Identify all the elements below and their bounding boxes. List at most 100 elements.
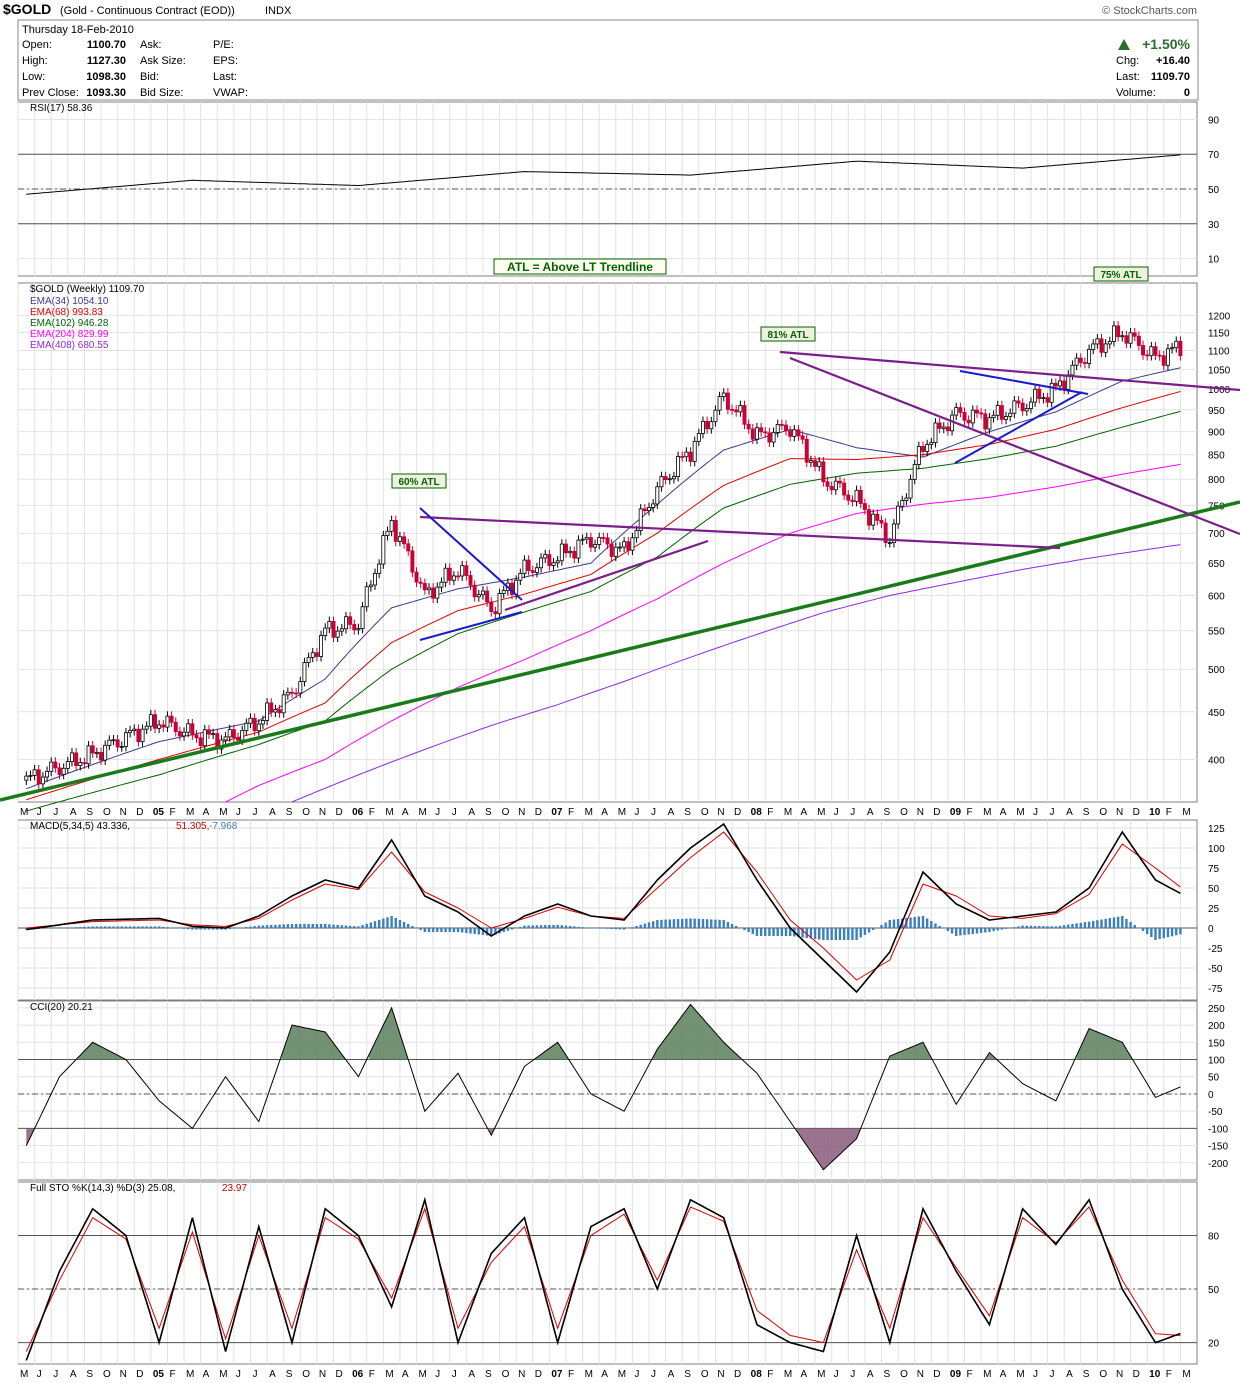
macd-hist-bar <box>282 924 285 928</box>
macd-hist-bar <box>436 928 439 932</box>
price-xtick-label: A <box>468 807 475 818</box>
candle-body <box>617 546 622 549</box>
macd-hist-bar <box>913 917 916 928</box>
sto-xtick-label: S <box>86 1369 93 1380</box>
chg-label: Chg: <box>1116 55 1139 67</box>
high-label: High: <box>22 55 48 67</box>
price-xtick-label: S <box>684 807 691 818</box>
candle-body <box>194 734 199 739</box>
macd-hist-bar <box>427 928 431 932</box>
macd-hist-bar <box>108 926 111 928</box>
candle-body <box>352 624 357 631</box>
candle-body <box>153 714 157 729</box>
candle-body <box>1016 400 1021 404</box>
stockcharts-credit[interactable]: © StockCharts.com <box>1102 5 1197 17</box>
macd-hist-bar <box>361 925 364 928</box>
ema-legend-3: EMA(204) 829.99 <box>30 329 109 340</box>
sto-xtick-label: O <box>103 1369 111 1380</box>
quote-box <box>17 19 1199 101</box>
candle-body <box>676 456 681 478</box>
ask-size-label: Ask Size: <box>140 55 186 67</box>
macd-ytick-label: 50 <box>1208 884 1220 895</box>
macd-hist-bar <box>805 928 808 938</box>
cci-negative-fill <box>796 1128 861 1170</box>
candle-body <box>983 413 988 430</box>
sto-xtick-label: N <box>518 1369 525 1380</box>
candle-body <box>559 543 564 562</box>
candle-body <box>933 422 938 444</box>
candle-body <box>875 513 880 521</box>
sto-xtick-label: O <box>1099 1369 1107 1380</box>
macd-hist-bar <box>1025 925 1028 928</box>
candle-body <box>979 412 984 415</box>
candle-body <box>410 550 415 573</box>
candle-body <box>40 776 45 785</box>
price-ytick-label: 650 <box>1208 559 1225 570</box>
sto-xtick-label: M <box>618 1369 626 1380</box>
candle-body <box>169 715 174 723</box>
candle-body <box>1099 338 1104 353</box>
cci-ytick-label: 50 <box>1208 1073 1220 1084</box>
last-price-value: 1109.70 <box>1151 71 1190 83</box>
open-label: Open: <box>22 39 52 51</box>
macd-hist-bar <box>743 928 746 930</box>
candle-body <box>373 572 377 586</box>
last-label: Last: <box>213 71 237 83</box>
rsi-line <box>26 154 1181 195</box>
price-xtick-label: A <box>800 807 807 818</box>
candle-body <box>36 769 41 785</box>
candle-body <box>767 432 772 443</box>
macd-hist-bar <box>627 928 630 929</box>
prev-close-value: 1093.30 <box>86 87 126 99</box>
sto-xtick-label: A <box>800 1369 807 1380</box>
candle-body <box>792 429 797 437</box>
macd-hist-bar <box>95 926 99 928</box>
macd-hist-bar <box>826 928 829 940</box>
macd-hist-bar <box>1033 925 1037 928</box>
candle-body <box>622 541 627 548</box>
macd-hist-bar <box>975 928 979 934</box>
macd-hist-bar <box>461 928 464 933</box>
price-ytick-label: 1150 <box>1208 329 1230 340</box>
candle-body <box>294 692 299 695</box>
price-xtick-label: 09 <box>950 807 962 818</box>
price-xtick-label: N <box>717 807 724 818</box>
price-xtick-label: A <box>269 807 276 818</box>
macd-hist-bar <box>257 925 260 928</box>
macd-hist-bar <box>842 928 846 940</box>
sto-d-label: 23.97 <box>222 1183 247 1194</box>
macd-hist-bar <box>311 924 314 928</box>
macd-hist-bar <box>294 924 298 928</box>
candle-body <box>190 723 195 736</box>
candle-body <box>489 601 494 612</box>
sto-xtick-label: M <box>1016 1369 1024 1380</box>
sto-xtick-label: A <box>70 1369 77 1380</box>
candle-body <box>754 427 759 440</box>
macd-hist-bar <box>639 924 642 928</box>
macd-hist-bar <box>1054 926 1058 928</box>
cci-positive-fill <box>653 1004 743 1060</box>
sto-ytick-label: 50 <box>1208 1285 1220 1296</box>
price-xtick-label: F <box>169 807 175 818</box>
price-xtick-label: O <box>900 807 908 818</box>
macd-hist-bar <box>859 928 862 938</box>
macd-hist-bar <box>211 928 215 930</box>
macd-hist-bar <box>440 928 443 932</box>
candle-body <box>69 752 74 762</box>
macd-hist-bar <box>116 926 119 928</box>
candle-body <box>995 405 1000 416</box>
candle-body <box>696 433 701 442</box>
candle-body <box>240 730 245 741</box>
candle-body <box>721 392 726 397</box>
macd-hist-bar <box>83 926 86 928</box>
candle-body <box>485 590 490 603</box>
macd-hist-bar <box>178 928 182 929</box>
macd-hist-bar <box>357 926 360 928</box>
macd-hist-bar <box>191 928 194 930</box>
macd-hist-bar <box>876 927 879 928</box>
pennant-line-upper <box>959 370 1089 395</box>
macd-hist-bar <box>444 928 447 932</box>
candle-body <box>912 464 917 480</box>
candle-body <box>887 542 892 545</box>
macd-hist-bar <box>610 928 613 929</box>
